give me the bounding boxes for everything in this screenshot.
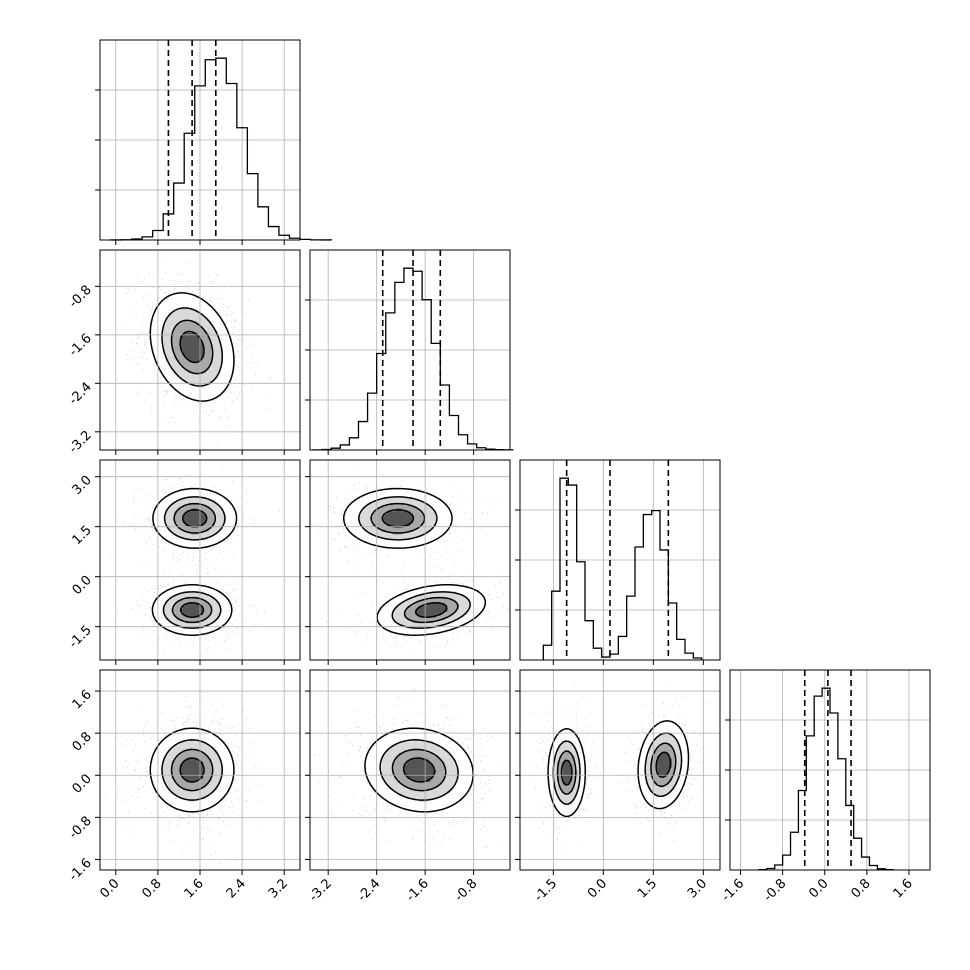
x-tick-label: 2.4: [224, 876, 249, 901]
axes-frame: [519, 669, 721, 871]
y-tick-label: -0.8: [66, 283, 95, 312]
x-tick-label: 0.8: [848, 876, 873, 901]
axes-frame: [309, 669, 511, 871]
density-contour: [556, 742, 677, 795]
density-panel-2-0: [110, 469, 280, 657]
density-contour: [180, 509, 208, 619]
y-tick-label: -0.8: [66, 814, 95, 843]
density-fill: [554, 732, 684, 805]
density-contour: [161, 739, 223, 801]
density-contour: [560, 751, 672, 786]
histogram-step: [109, 57, 333, 241]
density-contour: [170, 319, 214, 375]
axes-frame: [519, 459, 721, 661]
density-contour: [149, 292, 235, 402]
y-tick-label: -1.6: [66, 856, 95, 885]
density-contour: [364, 727, 474, 813]
y-tick-label: 0.0: [70, 771, 95, 796]
x-tick-label: 0.0: [97, 876, 122, 901]
histogram-step: [758, 687, 894, 871]
y-tick-label: -1.6: [66, 331, 95, 360]
x-tick-label: 1.6: [891, 876, 916, 901]
density-panel-3-0: [104, 691, 263, 864]
x-tick-label: 1.6: [182, 876, 207, 901]
density-fill: [180, 332, 204, 362]
y-tick-label: 0.0: [70, 573, 95, 598]
x-tick-label: -1.5: [532, 876, 561, 905]
x-tick-label: -1.6: [719, 876, 748, 905]
density-panel-1-0: [124, 258, 273, 450]
density-contour: [161, 307, 223, 387]
y-tick-label: 3.0: [70, 473, 95, 498]
x-tick-label: -0.8: [452, 876, 481, 905]
density-fill: [404, 758, 437, 782]
y-tick-label: 1.5: [70, 523, 95, 548]
x-tick-label: -3.2: [306, 876, 335, 905]
density-contour: [379, 739, 459, 801]
density-contour: [162, 496, 226, 629]
density-contour: [370, 502, 459, 624]
density-contour: [151, 487, 238, 636]
x-tick-label: 3.0: [685, 876, 710, 901]
x-tick-label: 0.0: [806, 876, 831, 901]
density-fill: [162, 497, 227, 629]
density-panel-3-1: [314, 689, 508, 853]
density-fill: [180, 758, 204, 782]
x-tick-label: 3.2: [266, 876, 291, 901]
density-contour: [391, 748, 447, 792]
density-contour: [179, 330, 205, 364]
density-contour: [343, 487, 487, 636]
density-contour: [547, 720, 690, 818]
histogram-step: [312, 267, 514, 451]
y-tick-label: 1.6: [70, 687, 95, 712]
density-contour: [171, 502, 217, 624]
density-panel-3-2: [529, 681, 712, 866]
density-fill: [562, 752, 672, 785]
density-contour: [358, 496, 471, 629]
density-contour: [149, 727, 235, 813]
histogram-step: [542, 477, 703, 660]
y-tick-label: -1.5: [66, 623, 95, 652]
axes-frame: [729, 669, 931, 871]
density-contour: [179, 757, 205, 783]
x-tick-label: -0.8: [761, 876, 790, 905]
x-tick-label: 1.5: [635, 876, 660, 901]
y-tick-label: -2.4: [66, 380, 95, 409]
axes-frame: [309, 249, 511, 451]
density-contour: [402, 757, 436, 783]
density-contour: [170, 748, 214, 792]
y-tick-label: 0.8: [70, 729, 95, 754]
y-tick-label: -3.2: [66, 428, 95, 457]
x-tick-label: 0.8: [139, 876, 164, 901]
axes-frame: [309, 459, 511, 661]
x-tick-label: -1.6: [403, 876, 432, 905]
x-tick-label: -2.4: [355, 876, 384, 905]
scatter-points: [104, 691, 263, 864]
density-fill: [557, 744, 675, 794]
density-fill: [180, 508, 207, 618]
x-tick-label: 0.0: [585, 876, 610, 901]
density-fill: [381, 508, 448, 618]
